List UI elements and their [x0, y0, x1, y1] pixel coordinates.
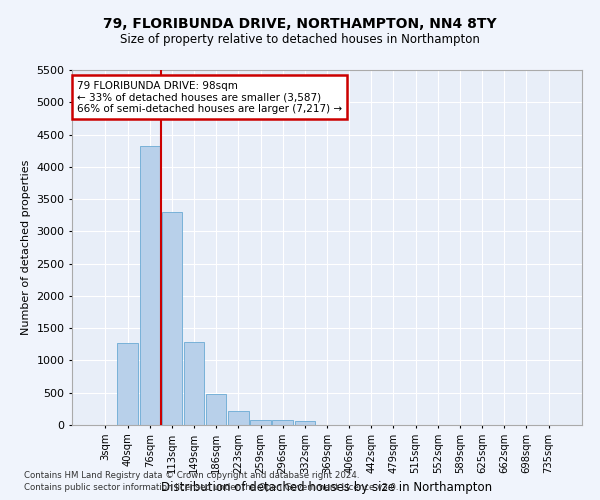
Bar — [272, 420, 293, 425]
Bar — [184, 342, 204, 425]
Text: Contains HM Land Registry data © Crown copyright and database right 2024.: Contains HM Land Registry data © Crown c… — [24, 470, 359, 480]
Bar — [295, 422, 315, 425]
X-axis label: Distribution of detached houses by size in Northampton: Distribution of detached houses by size … — [161, 482, 493, 494]
Bar — [161, 212, 182, 425]
Bar — [228, 411, 248, 425]
Text: Size of property relative to detached houses in Northampton: Size of property relative to detached ho… — [120, 32, 480, 46]
Text: Contains public sector information licensed under the Open Government Licence v3: Contains public sector information licen… — [24, 483, 398, 492]
Bar — [206, 394, 226, 425]
Text: 79 FLORIBUNDA DRIVE: 98sqm
← 33% of detached houses are smaller (3,587)
66% of s: 79 FLORIBUNDA DRIVE: 98sqm ← 33% of deta… — [77, 80, 342, 114]
Bar — [140, 146, 160, 425]
Y-axis label: Number of detached properties: Number of detached properties — [20, 160, 31, 335]
Bar — [118, 343, 138, 425]
Text: 79, FLORIBUNDA DRIVE, NORTHAMPTON, NN4 8TY: 79, FLORIBUNDA DRIVE, NORTHAMPTON, NN4 8… — [103, 18, 497, 32]
Bar — [250, 420, 271, 425]
